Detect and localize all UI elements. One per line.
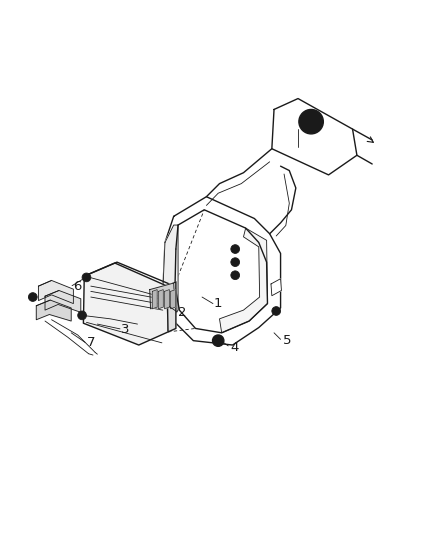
Polygon shape <box>45 290 81 312</box>
Polygon shape <box>149 283 174 309</box>
Text: 5: 5 <box>282 334 291 347</box>
Text: 7: 7 <box>86 336 95 349</box>
Polygon shape <box>83 263 168 345</box>
Circle shape <box>78 311 86 320</box>
Circle shape <box>298 109 322 134</box>
Polygon shape <box>170 289 175 309</box>
Polygon shape <box>36 300 71 321</box>
Circle shape <box>304 116 317 128</box>
Circle shape <box>230 245 239 253</box>
Text: 1: 1 <box>212 297 221 310</box>
Polygon shape <box>162 225 178 319</box>
Polygon shape <box>271 99 356 175</box>
Text: 3: 3 <box>121 323 130 336</box>
Circle shape <box>212 335 223 346</box>
Circle shape <box>28 293 37 301</box>
Circle shape <box>82 273 91 282</box>
Polygon shape <box>219 228 267 333</box>
Polygon shape <box>158 289 163 309</box>
Circle shape <box>271 306 280 316</box>
Text: 6: 6 <box>74 280 82 293</box>
Polygon shape <box>164 289 169 309</box>
Polygon shape <box>39 280 73 304</box>
Text: 2: 2 <box>178 306 186 319</box>
Polygon shape <box>167 282 176 332</box>
Circle shape <box>230 271 239 280</box>
Text: 4: 4 <box>230 341 238 354</box>
Circle shape <box>230 258 239 266</box>
Polygon shape <box>270 279 281 296</box>
Polygon shape <box>162 197 280 345</box>
Polygon shape <box>152 289 157 309</box>
